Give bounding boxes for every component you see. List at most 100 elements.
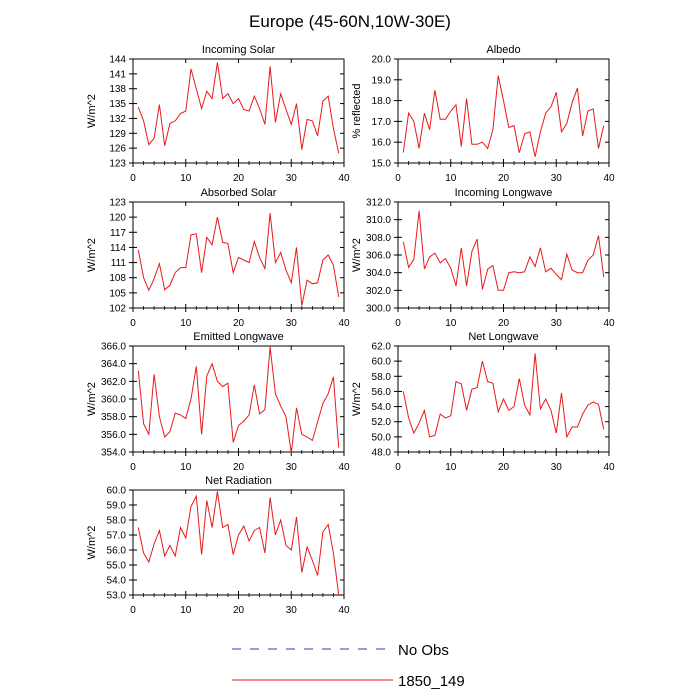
net-radiation-ytick-label: 59.0 bbox=[107, 501, 127, 512]
absorbed-solar-data-point bbox=[295, 246, 298, 249]
incoming-solar-data-point bbox=[221, 97, 224, 100]
net-longwave-ytick-label: 54.0 bbox=[372, 402, 392, 413]
emitted-longwave-data-point bbox=[216, 380, 219, 383]
emitted-longwave-data-point bbox=[163, 435, 166, 438]
incoming-solar-xtick-label: 30 bbox=[286, 173, 298, 184]
incoming-solar-data-point bbox=[242, 108, 245, 111]
incoming-solar-data-point bbox=[321, 100, 324, 103]
incoming-longwave-data-point bbox=[497, 289, 500, 292]
net-radiation-data-point bbox=[311, 559, 314, 562]
net-longwave-xtick-label: 10 bbox=[445, 462, 457, 473]
incoming-longwave-data-point bbox=[449, 267, 452, 270]
absorbed-solar-series-1850-149 bbox=[137, 213, 340, 306]
absorbed-solar-title: Absorbed Solar bbox=[201, 187, 277, 199]
albedo-data-point bbox=[565, 122, 568, 125]
albedo-data-point bbox=[586, 109, 589, 112]
net-longwave-xtick-label: 30 bbox=[551, 462, 563, 473]
incoming-solar-data-point bbox=[295, 102, 298, 105]
incoming-solar-ytick-label: 138 bbox=[109, 84, 126, 95]
net-radiation-data-point bbox=[137, 526, 140, 529]
albedo-data-point bbox=[423, 112, 426, 115]
emitted-longwave-data-point bbox=[321, 402, 324, 405]
albedo-ytick-label: 19.0 bbox=[372, 75, 392, 86]
absorbed-solar-data-point bbox=[306, 279, 309, 282]
net-longwave-data-point bbox=[592, 400, 595, 403]
incoming-longwave-data-point bbox=[560, 278, 563, 281]
net-longwave-data-point bbox=[597, 403, 600, 406]
incoming-longwave-ytick-label: 310.0 bbox=[366, 215, 391, 226]
absorbed-solar-data-point bbox=[237, 256, 240, 259]
incoming-longwave-ytick-label: 312.0 bbox=[366, 198, 391, 209]
net-radiation-series-1850-149 bbox=[137, 491, 340, 596]
absorbed-solar-data-point bbox=[200, 271, 203, 274]
albedo-xtick-label: 20 bbox=[498, 173, 510, 184]
incoming-longwave-data-point bbox=[444, 257, 447, 260]
albedo-data-point bbox=[418, 147, 421, 150]
net-radiation-ylabel: W/m^2 bbox=[86, 526, 98, 560]
incoming-solar-data-point bbox=[300, 148, 303, 151]
net-longwave-data-point bbox=[439, 413, 442, 416]
emitted-longwave-data-point bbox=[311, 439, 314, 442]
incoming-longwave-title: Incoming Longwave bbox=[455, 187, 553, 199]
incoming-solar-xtick-label: 20 bbox=[233, 173, 245, 184]
net-radiation-data-point bbox=[153, 542, 156, 545]
incoming-longwave-data-point bbox=[428, 255, 431, 258]
net-longwave-data-point bbox=[544, 397, 547, 400]
net-radiation-data-point bbox=[269, 496, 272, 499]
incoming-longwave-ytick-label: 306.0 bbox=[366, 251, 391, 262]
albedo-ylabel: % reflected bbox=[351, 83, 363, 138]
incoming-longwave-ytick-label: 308.0 bbox=[366, 233, 391, 244]
absorbed-solar-xtick-label: 20 bbox=[233, 318, 245, 329]
incoming-longwave-data-point bbox=[534, 265, 537, 268]
net-longwave-data-point bbox=[512, 405, 515, 408]
albedo-data-point bbox=[592, 107, 595, 110]
incoming-solar-xtick-label: 40 bbox=[338, 173, 350, 184]
net-radiation-data-point bbox=[226, 523, 229, 526]
emitted-longwave-data-point bbox=[232, 441, 235, 444]
emitted-longwave-data-point bbox=[263, 408, 266, 411]
net-longwave-data-point bbox=[507, 409, 510, 412]
net-longwave-data-point bbox=[423, 409, 426, 412]
albedo-data-point bbox=[481, 141, 484, 144]
emitted-longwave-ytick-label: 366.0 bbox=[101, 342, 126, 353]
net-longwave-data-point bbox=[602, 428, 605, 431]
incoming-solar-ytick-label: 132 bbox=[109, 114, 126, 125]
incoming-solar-ytick-label: 126 bbox=[109, 144, 126, 155]
net-longwave-ytick-label: 62.0 bbox=[372, 342, 392, 353]
net-radiation-data-point bbox=[321, 530, 324, 533]
incoming-longwave-data-point bbox=[502, 289, 505, 292]
emitted-longwave-ytick-label: 354.0 bbox=[101, 448, 126, 459]
emitted-longwave-data-point bbox=[258, 412, 261, 415]
absorbed-solar-data-point bbox=[137, 248, 140, 251]
albedo-data-point bbox=[428, 128, 431, 131]
incoming-solar-data-point bbox=[284, 108, 287, 111]
net-longwave-data-point bbox=[565, 435, 568, 438]
net-longwave-ytick-label: 56.0 bbox=[372, 387, 392, 398]
incoming-solar-data-point bbox=[174, 119, 177, 122]
panel-incoming-solar: Incoming Solar W/m^2 123 126 129 132 135 138 141… bbox=[86, 44, 350, 184]
incoming-solar-data-point bbox=[269, 65, 272, 68]
net-radiation-ytick-label: 55.0 bbox=[107, 561, 127, 572]
albedo-ytick-label: 17.0 bbox=[372, 117, 392, 128]
emitted-longwave-data-point bbox=[306, 435, 309, 438]
net-longwave-data-point bbox=[549, 409, 552, 412]
emitted-longwave-data-point bbox=[279, 405, 282, 408]
incoming-solar-data-point bbox=[258, 107, 261, 110]
net-radiation-data-point bbox=[179, 526, 182, 529]
net-radiation-data-point bbox=[242, 524, 245, 527]
incoming-solar-data-point bbox=[189, 67, 192, 70]
albedo-xtick-label: 30 bbox=[551, 173, 563, 184]
absorbed-solar-data-point bbox=[248, 261, 251, 264]
absorbed-solar-data-point bbox=[258, 256, 261, 259]
emitted-longwave-data-point bbox=[189, 397, 192, 400]
absorbed-solar-xtick-label: 30 bbox=[286, 318, 298, 329]
albedo-xtick-label: 0 bbox=[395, 173, 401, 184]
net-longwave-data-point bbox=[433, 434, 436, 437]
albedo-data-point bbox=[507, 126, 510, 129]
absorbed-solar-data-point bbox=[147, 289, 150, 292]
net-radiation-data-point bbox=[174, 554, 177, 557]
net-radiation-data-point bbox=[221, 526, 224, 529]
emitted-longwave-data-point bbox=[147, 433, 150, 436]
absorbed-solar-data-point bbox=[300, 304, 303, 307]
